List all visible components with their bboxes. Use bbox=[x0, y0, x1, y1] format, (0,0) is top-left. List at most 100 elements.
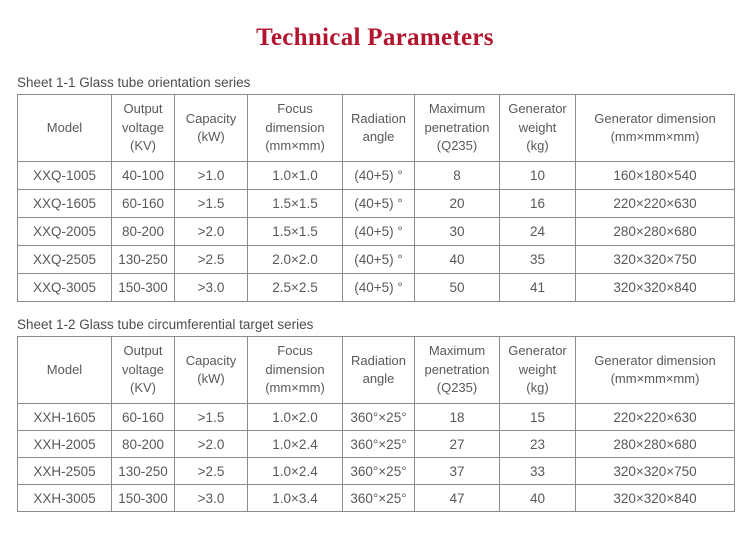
table-cell: 2.0×2.0 bbox=[247, 245, 343, 274]
table-body: XXH-1605 60-160 >1.5 1.0×2.0 360°×25° 18 15 220… bbox=[17, 403, 735, 512]
table-row: XXQ-2505 130-250 >2.5 2.0×2.0 (40+5) ° 40 35 32… bbox=[17, 245, 735, 274]
sheet-1-2-caption: Sheet 1-2 Glass tube circumferential tar… bbox=[17, 317, 314, 332]
table-cell: (40+5) ° bbox=[342, 161, 415, 190]
column-header: Model bbox=[17, 94, 112, 162]
table-cell: 33 bbox=[499, 457, 576, 485]
header-row: Model Output voltage (KV) Capacity (kW) Foc… bbox=[17, 94, 735, 162]
table-cell: >2.0 bbox=[174, 217, 248, 246]
table-cell: 30 bbox=[414, 217, 500, 246]
table-cell: 320×320×840 bbox=[575, 484, 735, 512]
table-header: Model Output voltage (KV) Capacity (kW) Foc… bbox=[17, 94, 735, 162]
column-header: Focus dimension (mm×mm) bbox=[247, 94, 343, 162]
table-cell: 1.0×2.0 bbox=[247, 403, 343, 431]
table-cell: 40 bbox=[499, 484, 576, 512]
table-cell: 40-100 bbox=[111, 161, 175, 190]
column-header: Maximum penetration (Q235) bbox=[414, 94, 500, 162]
column-header: Model bbox=[17, 336, 112, 404]
table-row: XXH-3005 150-300 >3.0 1.0×3.4 360°×25° 47 40 32… bbox=[17, 484, 735, 512]
column-header: Generator weight (kg) bbox=[499, 94, 576, 162]
table-cell: 160×180×540 bbox=[575, 161, 735, 190]
table-cell: 130-250 bbox=[111, 457, 175, 485]
table-cell: 1.0×1.0 bbox=[247, 161, 343, 190]
table-row: XXQ-1005 40-100 >1.0 1.0×1.0 (40+5) ° 8 10 160×… bbox=[17, 161, 735, 190]
table-cell: (40+5) ° bbox=[342, 245, 415, 274]
table-cell: 80-200 bbox=[111, 430, 175, 458]
table-cell: 130-250 bbox=[111, 245, 175, 274]
table-cell: 150-300 bbox=[111, 484, 175, 512]
table-cell: XXQ-3005 bbox=[17, 273, 112, 302]
table-cell: (40+5) ° bbox=[342, 217, 415, 246]
column-header: Generator weight (kg) bbox=[499, 336, 576, 404]
table-cell: 320×320×750 bbox=[575, 245, 735, 274]
page-title: Technical Parameters bbox=[256, 24, 494, 51]
table-cell: XXQ-2005 bbox=[17, 217, 112, 246]
column-header: Radiation angle bbox=[342, 336, 415, 404]
table-cell: >1.0 bbox=[174, 161, 248, 190]
table-cell: 23 bbox=[499, 430, 576, 458]
table-cell: 1.0×2.4 bbox=[247, 430, 343, 458]
table-cell: 280×280×680 bbox=[575, 430, 735, 458]
column-header: Radiation angle bbox=[342, 94, 415, 162]
table-cell: 37 bbox=[414, 457, 500, 485]
table-cell: 360°×25° bbox=[342, 457, 415, 485]
table-cell: 10 bbox=[499, 161, 576, 190]
table-cell: XXH-3005 bbox=[17, 484, 112, 512]
table-row: XXQ-2005 80-200 >2.0 1.5×1.5 (40+5) ° 30 24 280… bbox=[17, 217, 735, 246]
table-cell: 320×320×750 bbox=[575, 457, 735, 485]
table-cell: 1.5×1.5 bbox=[247, 189, 343, 218]
table-cell: XXH-1605 bbox=[17, 403, 112, 431]
table-cell: 360°×25° bbox=[342, 430, 415, 458]
sheet-1-1-caption: Sheet 1-1 Glass tube orientation series bbox=[17, 75, 251, 90]
table-cell: 80-200 bbox=[111, 217, 175, 246]
table-cell: 1.0×3.4 bbox=[247, 484, 343, 512]
table-cell: XXH-2005 bbox=[17, 430, 112, 458]
table-cell: >2.5 bbox=[174, 457, 248, 485]
table-row: XXH-1605 60-160 >1.5 1.0×2.0 360°×25° 18 15 220… bbox=[17, 403, 735, 431]
column-header: Capacity (kW) bbox=[174, 94, 248, 162]
table-row: XXH-2005 80-200 >2.0 1.0×2.4 360°×25° 27 23 280… bbox=[17, 430, 735, 458]
table-cell: 24 bbox=[499, 217, 576, 246]
table-cell: XXQ-1005 bbox=[17, 161, 112, 190]
column-header: Output voltage (KV) bbox=[111, 336, 175, 404]
table-cell: >2.0 bbox=[174, 430, 248, 458]
table-cell: XXH-2505 bbox=[17, 457, 112, 485]
table-cell: 60-160 bbox=[111, 189, 175, 218]
table-cell: >1.5 bbox=[174, 189, 248, 218]
table-cell: 280×280×680 bbox=[575, 217, 735, 246]
table-row: XXH-2505 130-250 >2.5 1.0×2.4 360°×25° 37 33 32… bbox=[17, 457, 735, 485]
table-cell: 16 bbox=[499, 189, 576, 218]
table-cell: 60-160 bbox=[111, 403, 175, 431]
table-cell: >3.0 bbox=[174, 273, 248, 302]
table-cell: 27 bbox=[414, 430, 500, 458]
table-cell: 50 bbox=[414, 273, 500, 302]
table-cell: 47 bbox=[414, 484, 500, 512]
table-cell: >3.0 bbox=[174, 484, 248, 512]
table-cell: 18 bbox=[414, 403, 500, 431]
column-header: Capacity (kW) bbox=[174, 336, 248, 404]
table-cell: 40 bbox=[414, 245, 500, 274]
table-row: XXQ-3005 150-300 >3.0 2.5×2.5 (40+5) ° 50 41 32… bbox=[17, 273, 735, 302]
header-row: Model Output voltage (KV) Capacity (kW) Foc… bbox=[17, 336, 735, 404]
table-cell: (40+5) ° bbox=[342, 273, 415, 302]
column-header: Output voltage (KV) bbox=[111, 94, 175, 162]
table-row: XXQ-1605 60-160 >1.5 1.5×1.5 (40+5) ° 20 16 220… bbox=[17, 189, 735, 218]
table-cell: 41 bbox=[499, 273, 576, 302]
table-cell: 1.5×1.5 bbox=[247, 217, 343, 246]
sheet-1-2-table: Model Output voltage (KV) Capacity (kW) Foc… bbox=[17, 336, 735, 512]
table-cell: >2.5 bbox=[174, 245, 248, 274]
table-cell: 220×220×630 bbox=[575, 403, 735, 431]
table-body: XXQ-1005 40-100 >1.0 1.0×1.0 (40+5) ° 8 10 160×… bbox=[17, 161, 735, 302]
table-cell: 35 bbox=[499, 245, 576, 274]
column-header: Focus dimension (mm×mm) bbox=[247, 336, 343, 404]
table-cell: 360°×25° bbox=[342, 403, 415, 431]
table-cell: 320×320×840 bbox=[575, 273, 735, 302]
table-cell: >1.5 bbox=[174, 403, 248, 431]
table-cell: XXQ-2505 bbox=[17, 245, 112, 274]
sheet-1-2-section: Sheet 1-2 Glass tube circumferential tar… bbox=[0, 317, 750, 512]
table-cell: 360°×25° bbox=[342, 484, 415, 512]
table-cell: 8 bbox=[414, 161, 500, 190]
table-cell: 15 bbox=[499, 403, 576, 431]
table-cell: 2.5×2.5 bbox=[247, 273, 343, 302]
table-cell: 150-300 bbox=[111, 273, 175, 302]
